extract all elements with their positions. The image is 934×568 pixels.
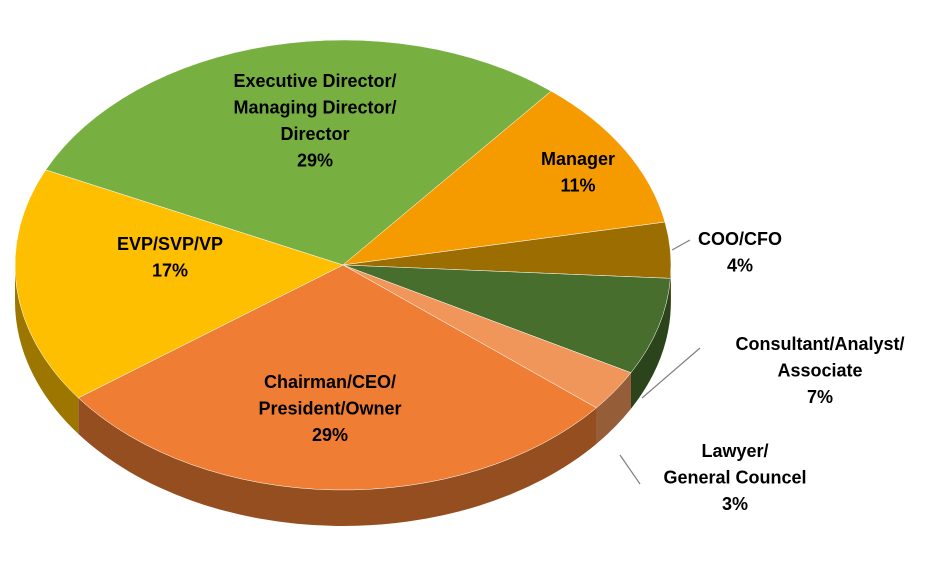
slice-value-label: 3%: [722, 494, 748, 514]
slice-label: COO/CFO 4%: [698, 229, 782, 276]
slice-label-line: COO/CFO: [698, 229, 782, 249]
pie-slice: [342, 90, 666, 266]
pie-slice-side: [78, 397, 597, 526]
pie-tops: [14, 39, 672, 491]
slice-value-label: 4%: [727, 255, 753, 275]
slice-value-label: 7%: [807, 387, 833, 407]
slice-label-line: President/Owner: [258, 398, 401, 418]
slice-label-line: Lawyer/: [701, 441, 768, 461]
slice-label-line: Manager: [541, 149, 615, 169]
pie-slice-side: [596, 372, 631, 444]
slice-label-line: Associate: [777, 360, 862, 380]
pie-slice: [77, 264, 597, 491]
pie-slice: [45, 39, 552, 266]
leader-line: [641, 347, 701, 399]
slice-label-line: Chairman/CEO/: [264, 372, 396, 392]
slice-label: Chairman/CEO/President/Owner 29%: [258, 372, 401, 445]
slice-label-line: Managing Director/: [233, 97, 396, 117]
slice-value-label: 29%: [312, 425, 348, 445]
slice-value-label: 17%: [152, 260, 188, 280]
slice-label: Lawyer/General Councel 3%: [663, 441, 806, 514]
leader-line: [671, 239, 691, 251]
pie-slice-side: [14, 265, 79, 434]
slice-label-line: EVP/SVP/VP: [117, 234, 223, 254]
slice-label-line: Consultant/Analyst/: [735, 334, 904, 354]
slice-label: Consultant/Analyst/Associate 7%: [735, 334, 904, 407]
pie-slice: [14, 169, 344, 399]
slice-value-label: 29%: [297, 150, 333, 170]
slice-value-label: 11%: [560, 175, 595, 195]
leader-line: [619, 454, 641, 485]
labels: Executive Director/Managing Director/Dir…: [117, 71, 905, 514]
slice-label-line: Executive Director/: [233, 71, 396, 91]
pie-slice: [342, 264, 671, 374]
slice-label-line: General Councel: [663, 467, 806, 487]
slice-label: EVP/SVP/VP 17%: [117, 234, 223, 281]
slice-label-line: Director: [280, 124, 349, 144]
slice-label: Executive Director/Managing Director/Dir…: [233, 71, 396, 171]
slice-label: Manager 11%: [541, 149, 615, 196]
